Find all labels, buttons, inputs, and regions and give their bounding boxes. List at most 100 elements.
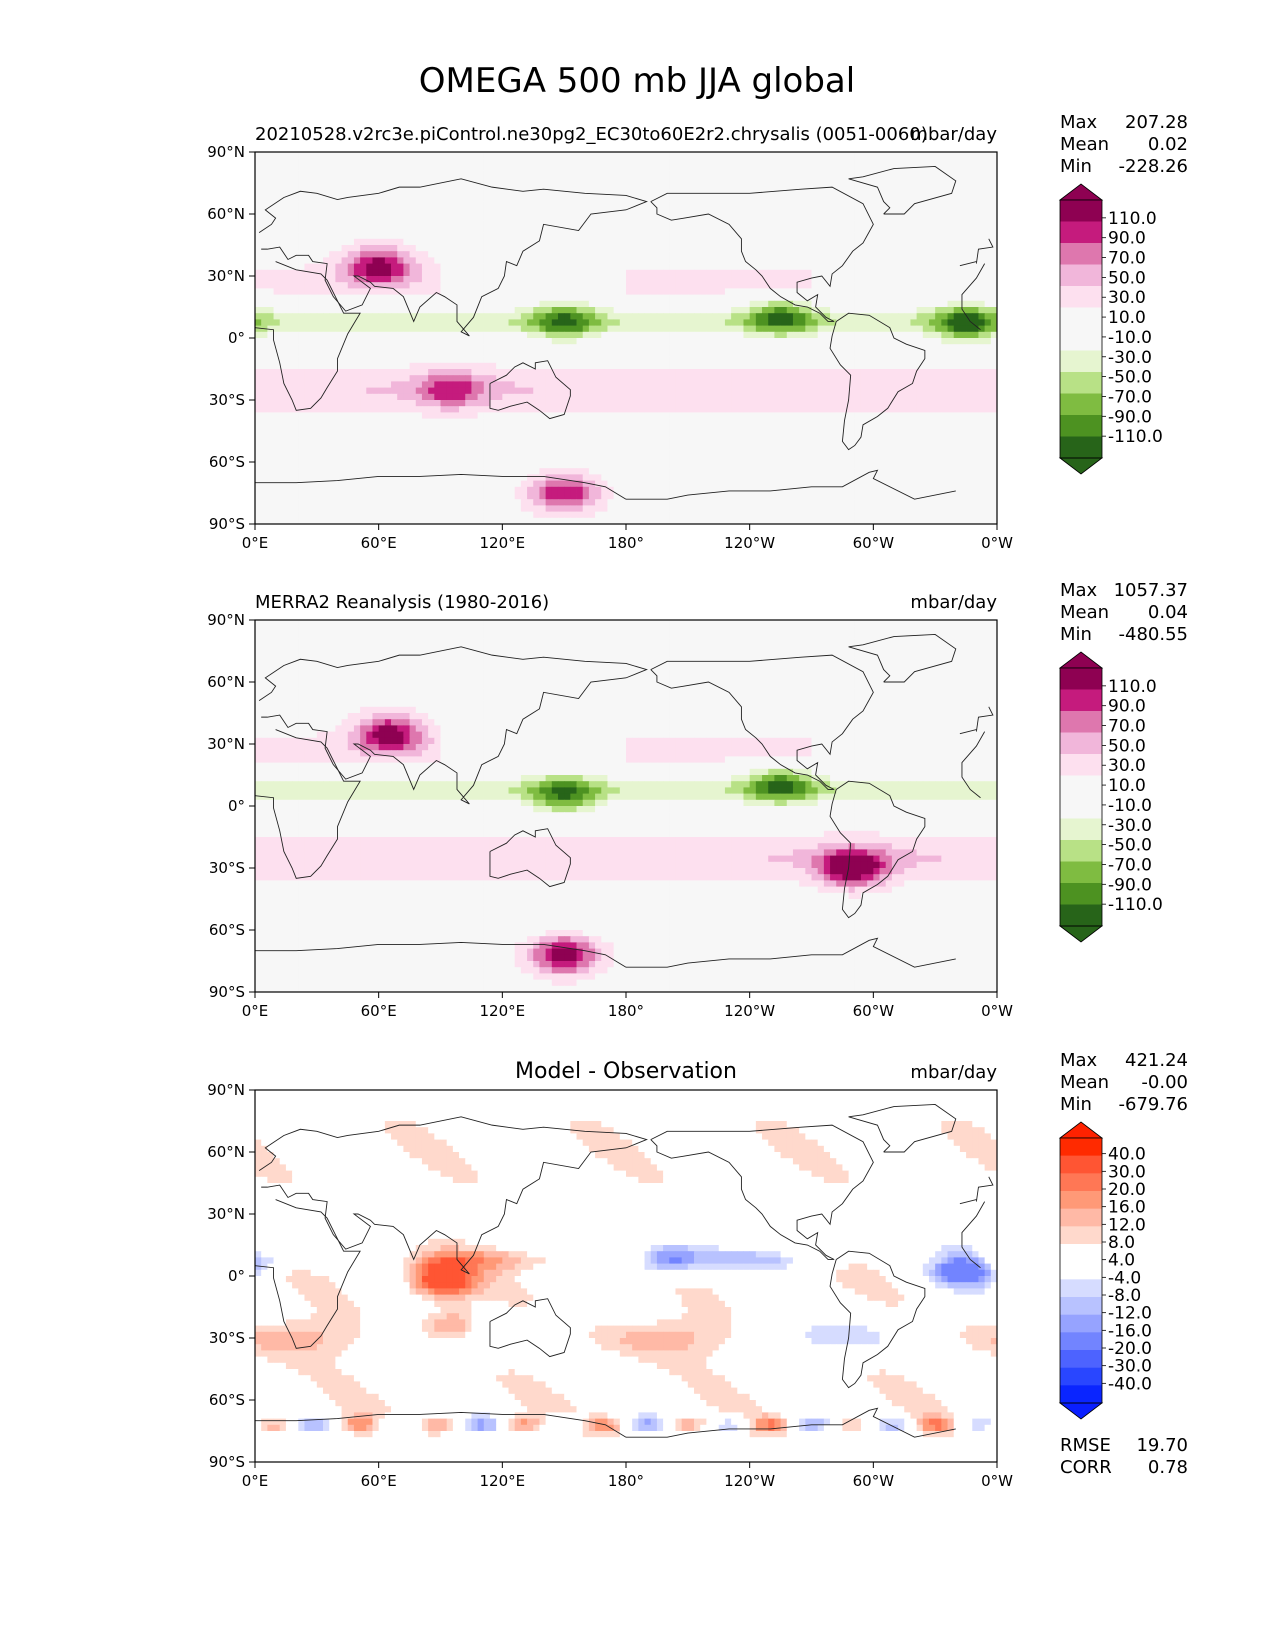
field-cell [477,375,485,382]
field-cell [502,369,509,376]
field-cell [428,201,435,209]
field-cell [891,257,899,264]
field-cell [588,331,596,339]
field-cell [292,152,299,159]
field-cell [428,170,435,178]
field-cell [700,282,707,289]
field-cell [749,232,757,240]
field-cell [551,158,559,165]
field-cell [279,201,287,209]
field-cell [626,276,633,283]
field-cell [873,344,880,351]
field-cell [465,381,472,388]
field-cell [910,176,918,184]
field-cell [774,294,781,302]
field-cell [922,319,930,326]
field-cell [638,294,645,302]
field-cell [904,195,911,202]
field-cell [626,257,633,264]
field-cell [966,263,973,271]
field-cell [341,257,349,264]
field-cell [984,319,992,326]
field-cell [644,238,652,246]
field-cell [403,307,410,314]
field-cell [650,350,658,357]
field-cell [428,288,435,295]
field-cell [335,232,342,240]
field-cell [830,362,837,370]
field-cell [372,276,380,283]
field-cell [545,263,553,271]
field-cell [397,369,404,376]
field-cell [786,307,794,314]
field-cell [465,282,472,289]
field-cell [904,220,911,227]
field-cell [885,220,893,227]
field-cell [712,282,720,289]
field-cell [823,170,831,178]
field-cell [799,220,806,227]
field-cell [415,238,423,246]
field-cell [675,313,683,320]
field-cell [972,300,979,308]
field-cell [372,257,380,264]
field-cell [434,300,441,308]
field-cell [959,263,967,271]
field-cell [928,238,936,246]
field-cell [353,195,361,202]
field-cell [817,176,825,184]
field-cell [316,232,324,240]
field-cell [539,189,547,196]
field-cell [434,276,441,283]
field-cell [613,282,621,289]
field-cell [694,220,701,227]
field-cell [477,325,485,333]
field-cell [323,387,330,395]
field-cell [922,195,930,202]
field-cell [867,369,874,376]
field-cell [879,325,887,333]
field-cell [384,331,392,339]
field-cell [972,350,979,357]
field-cell [477,338,485,345]
field-cell [570,393,577,401]
field-cell [718,381,726,388]
field-cell [941,362,948,370]
field-cell [910,300,918,308]
field-cell [984,282,992,289]
field-cell [842,331,849,339]
field-cell [545,338,553,345]
field-cell [613,176,621,184]
field-cell [755,375,763,382]
field-cell [898,195,905,202]
field-cell [508,170,516,178]
field-cell [471,344,478,351]
field-cell [885,350,893,357]
field-cell [403,232,410,240]
field-cell [811,251,819,258]
field-cell [867,276,874,283]
field-cell [768,195,775,202]
field-cell [496,257,503,264]
field-cell [403,263,410,271]
field-cell [904,319,911,326]
field-cell [638,158,645,165]
field-cell [273,195,281,202]
field-cell [292,207,299,215]
field-cell [384,400,392,407]
field-cell [273,183,281,190]
field-cell [786,226,794,233]
field-cell [860,195,868,202]
field-cell [353,232,361,240]
field-cell [700,164,707,171]
field-cell [459,276,466,283]
field-cell [403,325,410,333]
field-cell [650,381,658,388]
field-cell [737,350,744,357]
field-cell [366,251,373,258]
field-cell [675,375,683,382]
field-cell [811,170,819,178]
field-cell [570,350,577,357]
field-cell [539,226,547,233]
